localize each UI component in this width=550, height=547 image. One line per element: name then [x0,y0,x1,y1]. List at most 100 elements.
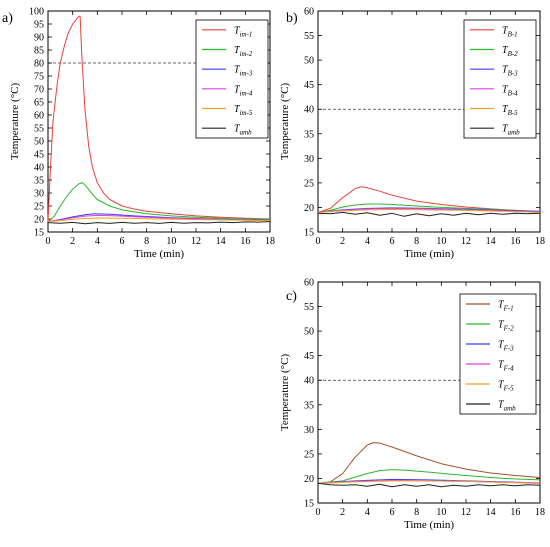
x-tick-label: 12 [461,236,471,247]
x-tick-label: 8 [414,236,419,247]
x-tick-label: 8 [144,236,149,247]
legend-entry: Tamb [234,124,252,137]
legend-entry: TB-4 [502,84,518,97]
legend: TB-1 TB-2 TB-3 TB-4 TB-5 Tamb [463,19,537,139]
x-tick-label: 12 [461,507,471,518]
x-axis-label: Time (min) [404,248,454,260]
y-tick-label: 40 [34,163,44,174]
x-tick-label: 16 [510,236,520,247]
y-tick-label: 55 [304,302,314,313]
legend: Tim-1 Tim-2 Tim-3 Tim-4 Tim-5 Tamb [195,19,269,139]
series-line-amb [47,221,271,225]
series-line-F-5 [317,480,541,484]
x-tick-label: 6 [120,236,125,247]
y-tick-label: 75 [34,72,44,83]
panel-label: a) [2,11,13,26]
y-tick-label: 30 [34,189,44,200]
series-line-im-1 [47,15,271,222]
y-tick-label: 70 [34,85,44,96]
x-tick-label: 6 [390,236,395,247]
legend-entry: Tim-2 [234,45,253,58]
series-line-B-2 [317,203,541,213]
y-axis-label: Temperature (°C) [9,83,21,161]
x-tick-label: 0 [316,507,321,518]
y-tick-label: 55 [34,124,44,135]
y-tick-label: 15 [34,228,44,239]
y-tick-label: 85 [34,46,44,57]
series-line-B-1 [317,186,541,213]
y-tick-label: 55 [304,31,314,42]
y-tick-label: 45 [304,351,314,362]
panel-label: b) [286,11,298,26]
y-tick-label: 35 [34,176,44,187]
chart-panel-2: c) 0 2 4 6 8 10 12 14 16 18 15 20 25 30 35 40 45 50 55 60 Tim… [279,278,545,532]
y-tick-label: 60 [304,7,314,18]
y-tick-label: 15 [304,499,314,510]
x-tick-label: 0 [316,236,321,247]
x-tick-label: 10 [436,507,446,518]
y-tick-label: 25 [304,449,314,460]
legend: TF-1 TF-2 TF-3 TF-4 TF-5 Tamb [459,293,537,415]
legend-box [463,19,537,139]
x-axis-label: Time (min) [404,519,454,531]
x-tick-label: 4 [365,507,370,518]
y-tick-label: 50 [304,327,314,338]
legend-entry: TF-4 [498,360,514,373]
y-tick-label: 30 [304,154,314,165]
x-tick-label: 18 [265,236,275,247]
y-tick-label: 50 [304,56,314,67]
x-tick-label: 6 [390,507,395,518]
series-line-im-2 [47,182,271,222]
legend-entry: Tamb [502,124,520,137]
y-tick-label: 25 [304,178,314,189]
legend-entry: TF-1 [498,300,514,313]
x-tick-label: 10 [436,236,446,247]
x-tick-label: 0 [46,236,51,247]
legend-entry: Tim-5 [234,104,253,117]
y-tick-label: 100 [29,7,44,18]
y-tick-label: 20 [304,474,314,485]
series-line-amb [317,211,541,217]
y-tick-label: 45 [304,80,314,91]
x-tick-label: 2 [70,236,75,247]
plot-frame [317,10,541,233]
panel-label: c) [286,289,297,304]
x-tick-label: 14 [486,507,496,518]
x-tick-label: 2 [340,236,345,247]
y-tick-label: 25 [34,202,44,213]
x-tick-label: 18 [535,507,545,518]
legend-entry: Tamb [498,400,516,413]
y-tick-label: 35 [304,400,314,411]
legend-entry: TB-1 [502,25,518,38]
series-line-im-4 [47,214,271,223]
y-tick-label: 40 [304,105,314,116]
legend-entry: Tim-1 [234,25,252,38]
chart-panel-1: b) 0 2 4 6 8 10 12 14 16 18 15 20 25 30 35 40 45 50 55 60 Tim… [279,7,545,261]
y-tick-label: 80 [34,59,44,70]
x-tick-label: 18 [535,236,545,247]
y-tick-label: 20 [304,203,314,214]
x-axis-label: Time (min) [134,248,184,260]
x-tick-label: 12 [191,236,201,247]
y-tick-label: 40 [304,376,314,387]
legend-entry: Tim-3 [234,65,253,78]
series-line-F-1 [317,442,541,484]
series-line-B-5 [317,208,541,213]
legend-entry: TF-5 [498,380,514,393]
y-tick-label: 45 [34,150,44,161]
x-tick-label: 4 [365,236,370,247]
x-tick-label: 16 [510,507,520,518]
y-tick-label: 30 [304,425,314,436]
x-tick-label: 4 [95,236,100,247]
x-tick-label: 16 [240,236,250,247]
legend-box [195,19,269,139]
x-tick-label: 2 [340,507,345,518]
y-tick-label: 90 [34,33,44,44]
x-tick-label: 14 [486,236,496,247]
plot-frame [317,281,541,504]
plot-frame [47,10,271,233]
y-tick-label: 35 [304,129,314,140]
y-axis-label: Temperature (°C) [279,354,291,432]
y-tick-label: 15 [304,228,314,239]
